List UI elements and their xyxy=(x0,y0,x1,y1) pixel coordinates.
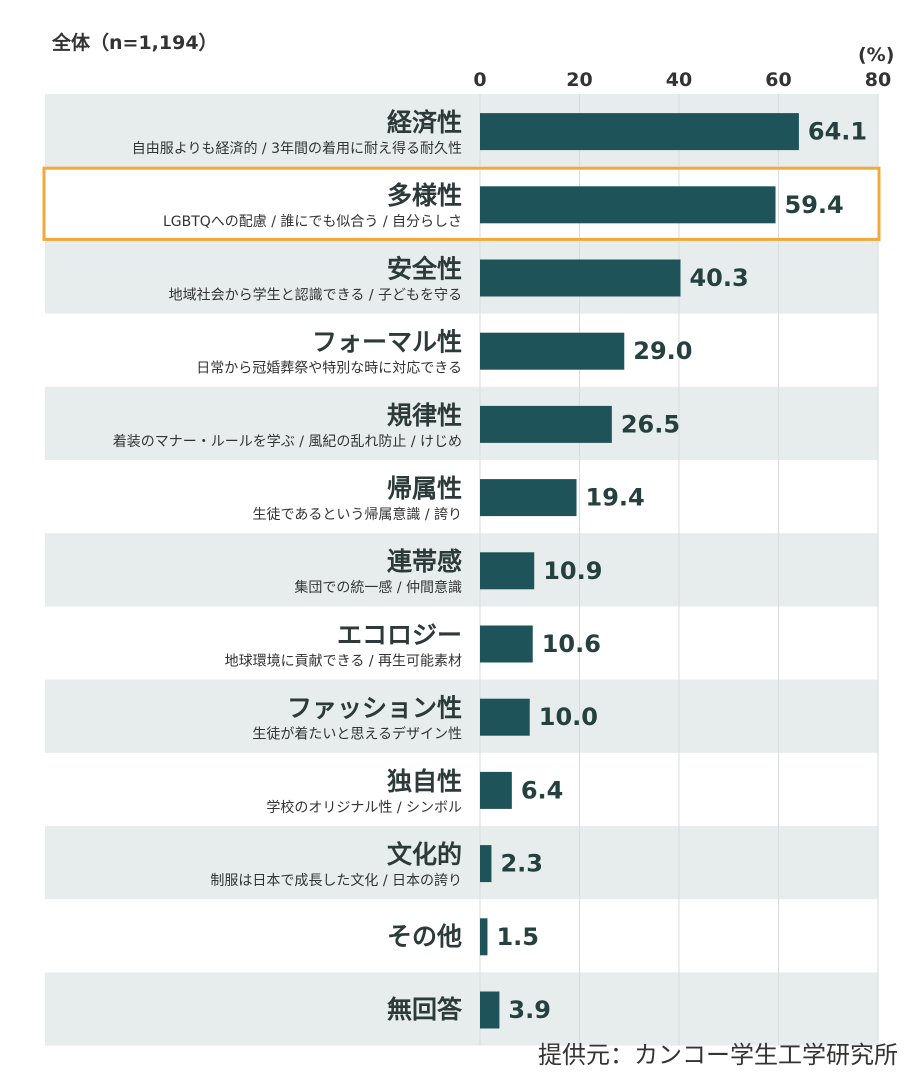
category-label: 経済性 xyxy=(387,108,462,137)
category-description: 学校のオリジナル性 / シンボル xyxy=(266,799,462,816)
row-band xyxy=(45,386,878,460)
bar xyxy=(480,405,612,443)
value-label: 2.3 xyxy=(500,850,543,878)
bar xyxy=(480,113,799,151)
x-tick-label: 0 xyxy=(473,69,486,91)
bar xyxy=(480,332,625,370)
bar xyxy=(480,991,500,1029)
unit-label: (%) xyxy=(858,44,895,66)
category-description: 着装のマナー・ルールを学ぶ / 風紀の乱れ防止 / けじめ xyxy=(113,434,462,450)
category-label: 多様性 xyxy=(387,181,462,210)
bar xyxy=(480,698,530,736)
x-tick-label: 60 xyxy=(765,69,791,91)
bar xyxy=(480,918,488,956)
category-label: 文化的 xyxy=(387,840,462,869)
value-label: 40.3 xyxy=(689,264,748,292)
bar xyxy=(480,771,512,809)
bar xyxy=(480,479,577,517)
category-description: 地球環境に貢献できる / 再生可能素材 xyxy=(225,653,462,669)
value-label: 19.4 xyxy=(586,484,645,512)
category-label: ファッション性 xyxy=(287,694,462,723)
value-label: 10.9 xyxy=(543,557,602,585)
bar xyxy=(480,552,535,590)
bar xyxy=(480,186,776,224)
category-label: エコロジー xyxy=(337,620,462,649)
row-band xyxy=(45,679,878,753)
row-band xyxy=(45,533,878,607)
row-band xyxy=(45,826,878,900)
value-label: 6.4 xyxy=(521,776,564,804)
category-description: 生徒であるという帰属意識 / 誇り xyxy=(253,506,462,523)
category-description: 自由服よりも経済的 / 3年間の着用に耐え得る耐久性 xyxy=(132,140,462,157)
value-label: 10.0 xyxy=(539,703,598,731)
category-label: その他 xyxy=(387,922,462,951)
value-labels: 64.1 59.4 40.3 29.0 26.5 19.4 10.9 10.6 10.0 6.4 2… xyxy=(496,118,867,1024)
category-description: LGBTQへの配慮 / 誰にでも似合う / 自分らしさ xyxy=(163,214,462,230)
highlight-box xyxy=(42,166,881,241)
value-label: 3.9 xyxy=(508,996,551,1024)
value-label: 29.0 xyxy=(633,337,692,365)
highlight-outline xyxy=(42,166,881,241)
bar xyxy=(480,625,533,663)
category-description: 制服は日本で成長した文化 / 日本の誇り xyxy=(210,873,462,889)
bars xyxy=(480,113,799,1029)
category-label: 独自性 xyxy=(387,767,462,796)
value-label: 64.1 xyxy=(808,118,867,146)
value-label: 10.6 xyxy=(542,630,601,658)
x-tick-label: 40 xyxy=(666,69,692,91)
x-tick-label: 80 xyxy=(865,69,891,91)
category-description: 地域社会から学生と認識できる / 子どもを守る xyxy=(169,287,462,303)
category-label: 安全性 xyxy=(387,254,462,283)
category-label: 規律性 xyxy=(387,401,462,430)
category-description: 日常から冠婚葬祭や特別な時に対応できる xyxy=(196,361,462,377)
row-band xyxy=(45,972,878,1046)
category-label: 帰属性 xyxy=(387,474,462,503)
category-description: 集団での統一感 / 仲間意識 xyxy=(294,579,462,596)
category-label: フォーマル性 xyxy=(312,328,462,357)
category-label: 無回答 xyxy=(387,995,463,1024)
row-band xyxy=(45,240,878,314)
x-tick-label: 20 xyxy=(566,69,592,91)
value-label: 59.4 xyxy=(785,191,844,219)
chart-subtitle: 全体（n=1,194） xyxy=(52,32,218,54)
category-description: 生徒が着たいと思えるデザイン性 xyxy=(252,726,462,743)
value-label: 1.5 xyxy=(496,923,539,951)
x-axis-ticks: 0 20 40 60 80 xyxy=(473,69,891,91)
category-label: 連帯感 xyxy=(387,547,462,576)
bar xyxy=(480,845,492,883)
value-label: 26.5 xyxy=(621,410,680,438)
bar xyxy=(480,259,681,297)
source-credit: 提供元：カンコー学生工学研究所 xyxy=(538,1041,898,1069)
row-bands xyxy=(45,94,878,1046)
